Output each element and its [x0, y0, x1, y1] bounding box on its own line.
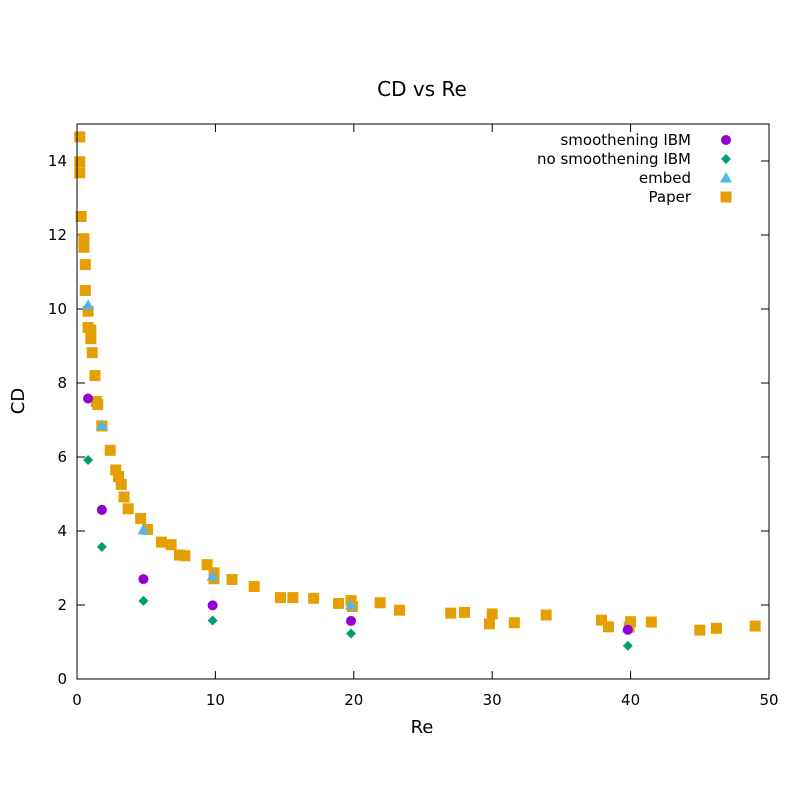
data-point-square: [308, 592, 320, 604]
data-point-square: [710, 622, 722, 634]
data-point-square: [85, 333, 97, 345]
y-tick-label: 10: [48, 300, 67, 318]
y-tick-label: 2: [57, 596, 67, 614]
data-point-square: [625, 616, 637, 628]
chart-title: CD vs Re: [377, 77, 467, 101]
data-point-square: [483, 618, 495, 630]
data-point-square: [749, 620, 761, 632]
x-axis-label: Re: [411, 717, 434, 738]
data-point-square: [393, 604, 405, 616]
data-point-square: [540, 609, 552, 621]
data-point-square: [118, 491, 130, 503]
data-point-square: [104, 444, 116, 456]
data-point-circle: [622, 624, 633, 635]
data-point-diamond: [207, 615, 218, 626]
data-point-square: [79, 285, 91, 296]
data-point-square: [82, 305, 94, 317]
data-point-square: [85, 324, 97, 336]
y-tick-label: 0: [57, 670, 67, 688]
data-point-triangle: [95, 419, 108, 431]
series-diamond: [83, 454, 633, 651]
data-point-triangle: [345, 599, 358, 610]
y-tick-label: 4: [57, 522, 67, 540]
data-point-square: [287, 592, 299, 604]
data-point-diamond: [96, 541, 107, 552]
legend-label: no smoothening IBM: [537, 150, 691, 168]
x-tick-label: 0: [72, 691, 82, 709]
data-point-square: [115, 478, 127, 490]
data-point-triangle: [137, 523, 150, 535]
legend-marker-diamond: [721, 154, 731, 164]
data-point-square: [486, 608, 498, 620]
x-tick-label: 40: [621, 691, 640, 709]
data-point-square: [333, 598, 345, 610]
data-point-square: [226, 573, 238, 585]
y-tick-label: 6: [57, 448, 67, 466]
data-point-square: [274, 592, 286, 604]
data-point-triangle: [82, 299, 95, 310]
data-point-diamond: [138, 595, 149, 606]
data-point-square: [75, 211, 87, 222]
data-point-square: [645, 616, 657, 628]
axis-ticks: 0 10 20 30 40 50 0 2 4 6 8 10 12 14: [48, 124, 779, 709]
y-tick-label: 8: [57, 374, 67, 392]
data-point-square: [459, 606, 471, 618]
legend-marker-triangle: [720, 172, 732, 183]
data-point-square: [142, 524, 154, 536]
data-point-square: [79, 259, 91, 271]
data-point-square: [113, 471, 125, 483]
data-point-square: [89, 370, 101, 382]
data-point-square: [173, 549, 185, 561]
data-point-circle: [96, 504, 107, 515]
data-point-circle: [346, 615, 357, 626]
x-tick-label: 10: [206, 691, 225, 709]
legend-marker-circle: [721, 135, 731, 145]
data-point-square: [135, 512, 147, 524]
data-point-diamond: [622, 640, 633, 651]
x-tick-label: 20: [344, 691, 363, 709]
x-tick-label: 30: [483, 691, 502, 709]
legend-label: Paper: [649, 188, 692, 206]
data-point-square: [445, 607, 457, 619]
data-point-square: [122, 503, 134, 515]
y-axis-label: CD: [8, 388, 29, 414]
data-point-square: [248, 581, 260, 592]
data-point-square: [92, 398, 104, 410]
legend-label: smoothening IBM: [560, 131, 691, 149]
plot-frame: [76, 123, 770, 680]
data-point-circle: [138, 574, 149, 585]
data-point-square: [155, 536, 167, 548]
data-marks: [74, 131, 761, 651]
data-point-square: [74, 131, 86, 143]
data-point-square: [374, 597, 386, 609]
data-point-square: [78, 233, 90, 245]
legend-marker-square: [720, 191, 732, 203]
data-point-square: [694, 624, 706, 636]
data-point-triangle: [206, 570, 219, 581]
data-point-square: [596, 614, 608, 626]
y-tick-label: 14: [48, 152, 67, 170]
data-point-square: [78, 241, 90, 253]
data-point-square: [179, 550, 191, 562]
data-point-diamond: [346, 628, 357, 639]
data-point-square: [74, 167, 86, 179]
data-point-square: [201, 559, 213, 571]
data-point-diamond: [83, 454, 94, 465]
data-point-square: [74, 156, 86, 168]
series-circle: [83, 393, 633, 635]
legend-label: embed: [639, 169, 691, 187]
data-point-square: [86, 347, 98, 359]
x-tick-label: 50: [759, 691, 778, 709]
data-point-square: [508, 617, 520, 629]
data-point-square: [165, 539, 177, 551]
data-point-circle: [207, 600, 218, 611]
y-tick-label: 12: [48, 226, 67, 244]
data-point-circle: [83, 393, 94, 404]
data-point-square: [110, 464, 122, 476]
data-point-square: [602, 621, 614, 633]
